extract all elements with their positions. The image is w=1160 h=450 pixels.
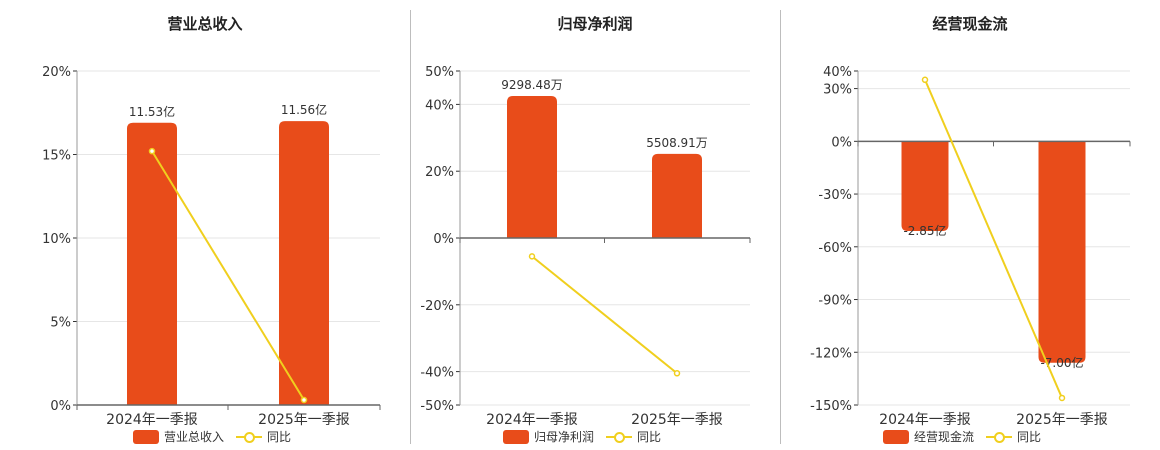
- y-tick-label: 0%: [831, 135, 852, 150]
- bar-legend-swatch: [883, 429, 909, 444]
- yoy-line: [924, 79, 1063, 399]
- bar-value-label: 5508.91万: [646, 136, 708, 150]
- yoy-point: [148, 147, 156, 155]
- line-legend-swatch: [986, 430, 1013, 444]
- yoy-line: [151, 150, 305, 401]
- x-tick-label: 2025年一季报: [258, 412, 350, 428]
- chart-title: 营业总收入: [167, 15, 243, 33]
- y-tick-label: -60%: [818, 241, 852, 256]
- x-tick-label: 2024年一季报: [486, 412, 578, 428]
- y-tick-label: -150%: [810, 399, 852, 414]
- cash-flow-chart: -150% -120% -90% -60% -30% 0% 30% 40% -2.85亿 -7.0…: [810, 65, 1131, 428]
- chart-panel-operating-cash-flow: 经营现金流 -150% -120% -90% -60% -30% 0% 30% 40% -2.8…: [780, 0, 1160, 450]
- legend-bar-label: 营业总收入: [164, 430, 225, 444]
- yoy-line: [531, 255, 678, 375]
- y-tick-label: 10%: [42, 232, 71, 247]
- legend-line-label: 同比: [1017, 430, 1042, 444]
- chart-legend: 归母净利润 同比: [503, 428, 661, 445]
- y-tick-label: -30%: [818, 188, 852, 203]
- x-tick-label: 2024年一季报: [106, 412, 198, 428]
- chart-panel-net-profit: 归母净利润 -50% -40% -20% 0% 20% 40% 50% 9298.48万 550…: [410, 0, 780, 450]
- bar: [1038, 141, 1086, 363]
- y-tick-label: 40%: [425, 98, 454, 113]
- bar-legend-swatch: [133, 429, 159, 444]
- bar-value-label: 11.53亿: [129, 104, 175, 119]
- y-tick-label: 20%: [42, 65, 71, 80]
- y-tick-label: 40%: [823, 65, 852, 80]
- panel-divider: [410, 10, 411, 444]
- bar-value-label: 9298.48万: [501, 78, 563, 92]
- bar: [127, 122, 177, 406]
- panel-divider: [780, 10, 781, 444]
- net-profit-chart: -50% -40% -20% 0% 20% 40% 50% 9298.48万 5508.91万 2…: [420, 65, 751, 428]
- y-tick-label: -40%: [420, 366, 454, 381]
- legend-line-label: 同比: [267, 430, 292, 444]
- y-tick-label: -120%: [810, 346, 852, 361]
- bar: [901, 141, 949, 231]
- bar: [279, 121, 329, 405]
- bar-legend-swatch: [503, 429, 529, 444]
- line-legend-swatch: [236, 430, 263, 444]
- bar: [652, 153, 702, 238]
- x-tick-label: 2025年一季报: [631, 412, 723, 428]
- yoy-point: [528, 253, 536, 260]
- y-tick-label: 0%: [433, 232, 454, 247]
- yoy-point: [673, 370, 681, 377]
- yoy-point: [300, 396, 308, 404]
- x-tick-label: 2025年一季报: [1016, 412, 1108, 428]
- legend-line-label: 同比: [637, 430, 662, 444]
- chart-title: 归母净利润: [557, 15, 633, 33]
- chart-legend: 营业总收入 同比: [133, 428, 291, 445]
- legend-bar-label: 归母净利润: [534, 430, 595, 444]
- bar-value-label: -7.00亿: [1040, 355, 1083, 370]
- y-tick-label: -50%: [420, 399, 454, 414]
- y-tick-label: -20%: [420, 299, 454, 314]
- y-tick-label: 5%: [50, 316, 71, 331]
- line-legend-swatch: [606, 430, 633, 444]
- y-tick-label: 30%: [823, 83, 852, 98]
- chart-title: 经营现金流: [932, 15, 1008, 33]
- y-tick-label: 15%: [42, 149, 71, 164]
- bar-value-label: 11.56亿: [281, 102, 327, 117]
- chart-panel-revenue: 营业总收入 0% 5% 10% 15% 20% 11.53亿 11.56亿 2024年一季报 2…: [0, 0, 410, 450]
- revenue-chart: 0% 5% 10% 15% 20% 11.53亿 11.56亿 2024年一季报 2025年一季…: [42, 65, 381, 428]
- bar: [507, 96, 557, 238]
- y-tick-label: 50%: [425, 65, 454, 80]
- yoy-point: [921, 76, 929, 84]
- legend-bar-label: 经营现金流: [914, 430, 975, 444]
- x-tick-label: 2024年一季报: [879, 412, 971, 428]
- y-tick-label: 20%: [425, 165, 454, 180]
- bar-value-label: -2.85亿: [903, 223, 946, 238]
- yoy-point: [1058, 394, 1066, 402]
- y-tick-label: 0%: [50, 399, 71, 414]
- y-tick-label: -90%: [818, 294, 852, 309]
- chart-legend: 经营现金流 同比: [883, 428, 1041, 445]
